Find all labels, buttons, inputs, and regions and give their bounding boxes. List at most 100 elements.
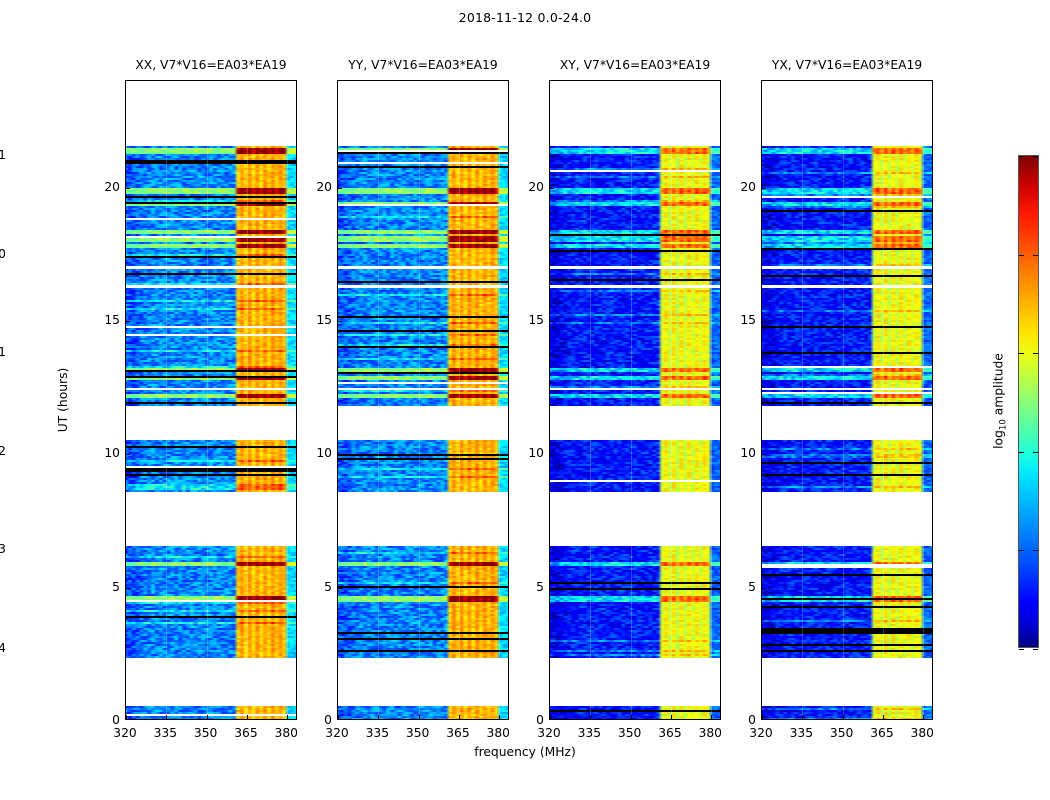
panel-xy[interactable]: XY, V7*V16=EA03*EA19 — [549, 58, 721, 720]
scan-row — [126, 620, 296, 623]
y-tick-label: 0 — [112, 713, 120, 727]
channel-edge-line — [246, 146, 248, 267]
scan-row — [550, 305, 720, 308]
colorbar-gradient — [1019, 156, 1038, 647]
scan-row — [126, 309, 296, 312]
channel-edge-line — [287, 287, 289, 388]
scan-row — [126, 325, 296, 328]
panel-title-xx: XX, V7*V16=EA03*EA19 — [135, 58, 287, 72]
scan-row — [762, 642, 932, 645]
panel-yy[interactable]: YY, V7*V16=EA03*EA19 — [337, 58, 509, 720]
scan-block — [338, 439, 508, 492]
channel-edge-line — [711, 439, 713, 492]
scan-row — [550, 252, 720, 255]
x-tick — [246, 715, 248, 719]
y-tick-label: 20 — [740, 179, 756, 194]
scan-row — [550, 449, 720, 452]
scan-row — [126, 321, 296, 324]
scan-row — [762, 212, 932, 215]
scan-row — [550, 198, 720, 201]
scan-row — [338, 576, 508, 579]
scan-row — [762, 313, 932, 316]
channel-edge-line — [630, 146, 632, 267]
scan-row — [762, 608, 932, 611]
scan-row — [126, 487, 296, 490]
channel-edge-line — [923, 146, 925, 267]
scan-row — [550, 361, 720, 364]
scan-row — [126, 186, 296, 189]
x-tick — [378, 715, 380, 719]
scan-row — [338, 477, 508, 480]
scan-row — [762, 236, 932, 239]
channel-edge-line — [499, 269, 501, 285]
panel-xx[interactable]: XX, V7*V16=EA03*EA19 — [125, 58, 297, 720]
scan-row — [126, 622, 296, 625]
scan-row — [338, 716, 508, 719]
scan-row — [762, 208, 932, 211]
scan-row — [762, 365, 932, 368]
scan-row — [762, 202, 932, 205]
scan-row — [126, 174, 296, 177]
panel-frame — [761, 80, 933, 720]
scan-row — [762, 638, 932, 641]
scan-row — [550, 311, 720, 314]
scan-row — [338, 210, 508, 213]
scan-row — [338, 202, 508, 205]
scan-row — [338, 307, 508, 310]
scan-block — [550, 287, 720, 388]
scan-row — [762, 329, 932, 332]
scan-row — [550, 283, 720, 285]
scan-row — [550, 550, 720, 553]
colorbar-tick — [1019, 649, 1024, 650]
scan-row — [762, 618, 932, 621]
scan-row — [550, 564, 720, 567]
channel-edge-line — [166, 287, 168, 388]
scan-row — [762, 166, 932, 169]
x-tick — [166, 715, 168, 719]
y-tick-label: 5 — [748, 579, 756, 594]
scan-row — [550, 232, 720, 235]
panel-yx[interactable]: YX, V7*V16=EA03*EA19 — [761, 58, 933, 720]
scan-row — [126, 238, 296, 241]
scan-row — [126, 606, 296, 609]
scan-row — [762, 439, 932, 442]
scan-row — [338, 305, 508, 308]
scan-row — [762, 232, 932, 235]
scan-row — [126, 560, 296, 563]
scan-row — [126, 333, 296, 336]
scan-row — [762, 712, 932, 715]
scan-row — [338, 351, 508, 354]
scan-row — [762, 351, 932, 354]
colorbar-tick-label: −4 — [0, 641, 6, 655]
scan-row — [126, 150, 296, 153]
x-tick — [287, 715, 289, 719]
scan-row — [126, 626, 296, 629]
scan-row — [338, 246, 508, 249]
channel-edge-line — [670, 706, 672, 719]
scan-row — [338, 271, 508, 273]
scan-row — [762, 198, 932, 201]
scan-row — [550, 398, 720, 401]
scan-row — [550, 323, 720, 326]
scan-row — [550, 375, 720, 378]
scan-row — [762, 260, 932, 263]
channel-edge-line — [590, 146, 592, 267]
scan-row — [762, 598, 932, 601]
scan-row — [338, 353, 508, 356]
scan-row — [126, 281, 296, 283]
scan-row — [338, 644, 508, 647]
x-tick-label: 380 — [486, 726, 510, 740]
scan-row — [762, 271, 932, 273]
scan-row — [762, 224, 932, 227]
scan-row — [550, 558, 720, 561]
scan-row — [126, 648, 296, 651]
x-tick-label: 335 — [577, 726, 602, 740]
scan-row — [762, 244, 932, 247]
scan-row — [338, 186, 508, 189]
scan-row — [126, 317, 296, 320]
scan-row — [338, 293, 508, 296]
scan-row — [550, 373, 720, 376]
scan-row — [338, 148, 508, 151]
scan-row — [338, 614, 508, 617]
scan-row — [550, 453, 720, 456]
